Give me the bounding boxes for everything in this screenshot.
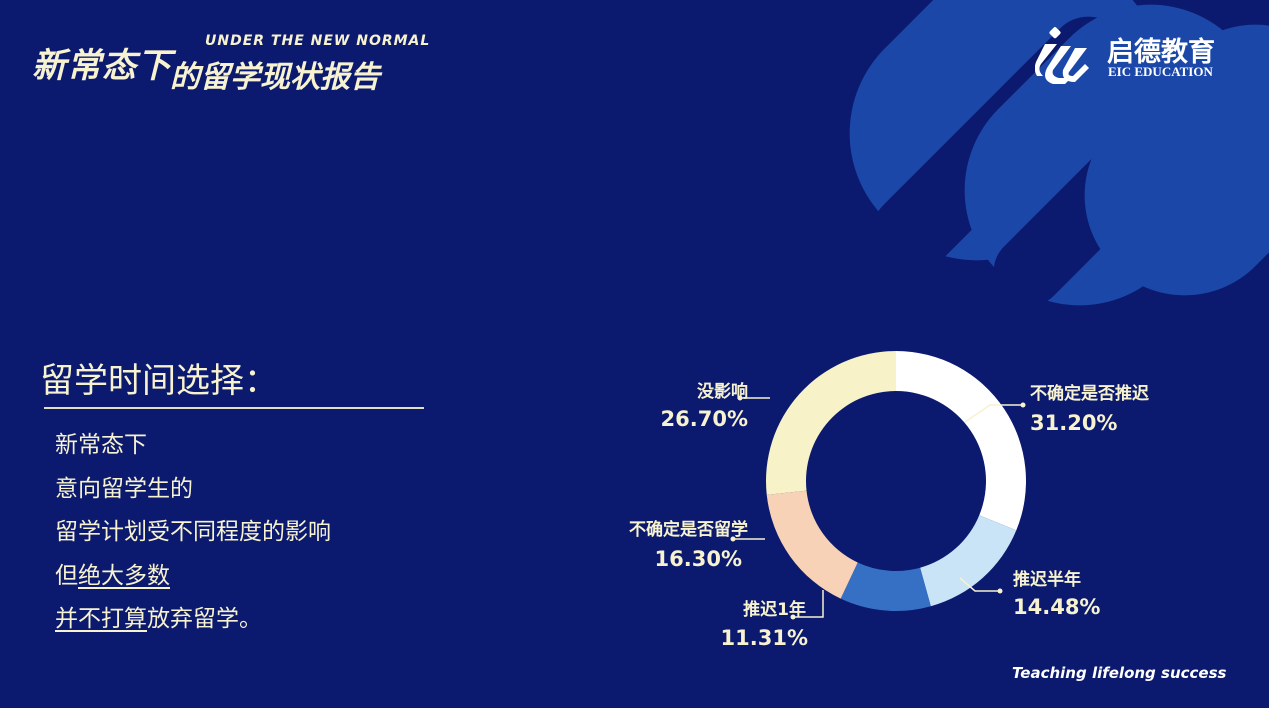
value-label: 14.48%: [1013, 595, 1100, 619]
body-line: 并不打算放弃留学。: [55, 598, 331, 642]
category-label: 推迟1年: [743, 599, 806, 620]
body-line: 但绝大多数: [55, 555, 331, 599]
donut-slice: [766, 490, 858, 599]
category-label: 推迟半年: [1013, 569, 1081, 590]
leader-line: [964, 404, 1023, 423]
body-text: 新常态下 意向留学生的 留学计划受不同程度的影响 但绝大多数 并不打算放弃留学。: [55, 424, 331, 642]
section-title: 留学时间选择：: [40, 361, 278, 401]
leader-dot: [1020, 402, 1026, 408]
category-label: 不确定是否留学: [629, 519, 748, 540]
leader-dot: [997, 588, 1003, 594]
donut-slice: [920, 515, 1017, 607]
body-line: 新常态下: [55, 424, 331, 468]
value-label: 11.31%: [721, 626, 808, 650]
value-label: 16.30%: [655, 547, 742, 571]
logo-name-zh: 启德教育: [1107, 37, 1215, 68]
eic-logo-icon: [1035, 27, 1089, 84]
body-text-segment: 但: [55, 562, 78, 589]
donut-slice: [766, 350, 896, 495]
donut-slice: [896, 351, 1026, 531]
leader-dot: [790, 614, 796, 620]
category-label: 没影响: [697, 381, 748, 402]
underlined-text: 绝大多数: [78, 562, 170, 589]
donut-slice: [840, 562, 931, 611]
leader-dot: [730, 536, 736, 542]
body-text-segment: 留学计划受不同程度的影响: [55, 519, 331, 545]
underlined-text: 并不打算: [55, 606, 147, 632]
leader-dot: [737, 395, 743, 401]
header-subtitle-en: UNDER THE NEW NORMAL: [205, 33, 431, 49]
title-divider: [44, 407, 424, 409]
body-text-segment: 放弃留学。: [147, 606, 262, 632]
value-label: 26.70%: [661, 407, 748, 431]
body-line: 留学计划受不同程度的影响: [55, 511, 331, 555]
category-label: 不确定是否推迟: [1030, 383, 1149, 404]
leader-line: [959, 577, 1000, 592]
tagline: Teaching lifelong success: [1012, 664, 1227, 682]
body-text-segment: 意向留学生的: [55, 475, 193, 502]
logo-name-en: EIC EDUCATION: [1108, 64, 1213, 79]
body-line: 意向留学生的: [55, 468, 331, 512]
header-title-part2: 的留学现状报告: [170, 60, 380, 95]
value-label: 31.20%: [1030, 411, 1117, 435]
header-title: 新常态下: [32, 46, 172, 86]
body-text-segment: 新常态下: [55, 432, 147, 458]
leader-line: [793, 590, 824, 618]
